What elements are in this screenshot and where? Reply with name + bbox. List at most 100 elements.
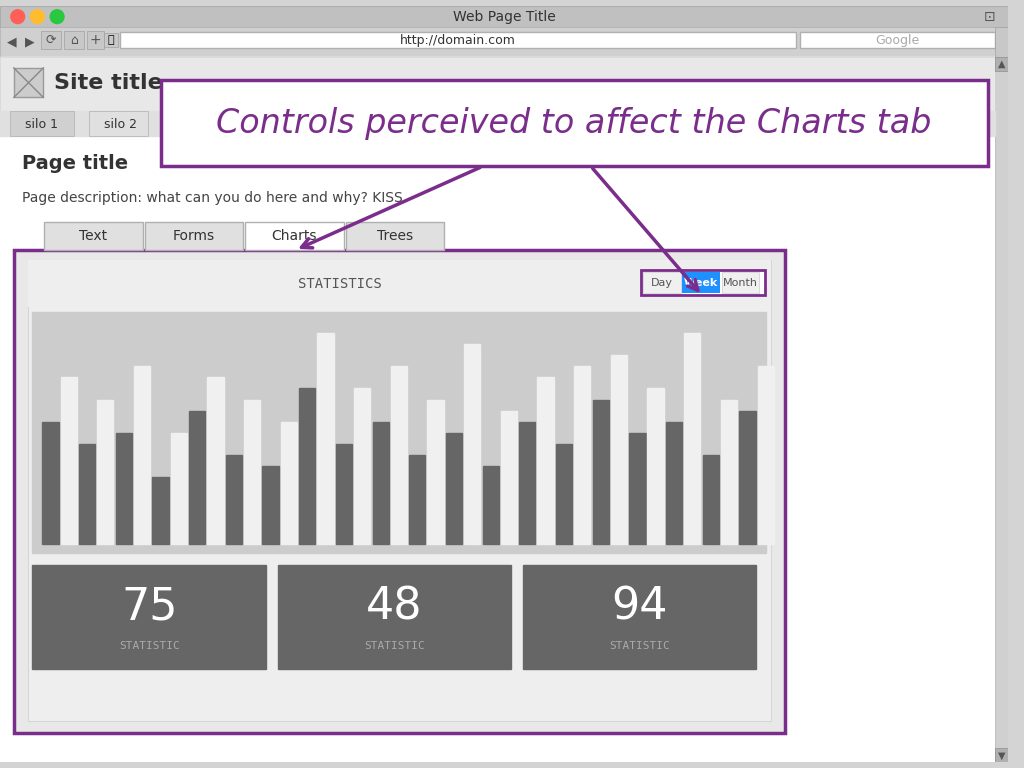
FancyBboxPatch shape (116, 432, 132, 544)
Text: STATISTIC: STATISTIC (609, 641, 670, 650)
FancyBboxPatch shape (317, 333, 334, 544)
FancyBboxPatch shape (354, 389, 371, 544)
FancyBboxPatch shape (79, 444, 95, 544)
FancyBboxPatch shape (994, 748, 1009, 762)
FancyBboxPatch shape (87, 31, 104, 49)
Text: STATISTIC: STATISTIC (365, 641, 425, 650)
FancyBboxPatch shape (144, 223, 244, 250)
FancyBboxPatch shape (482, 466, 499, 544)
FancyBboxPatch shape (153, 477, 169, 544)
Text: Text: Text (80, 230, 108, 243)
FancyBboxPatch shape (60, 377, 77, 544)
FancyBboxPatch shape (538, 377, 554, 544)
FancyBboxPatch shape (574, 366, 591, 544)
Text: +: + (90, 33, 101, 48)
FancyBboxPatch shape (721, 399, 737, 544)
FancyBboxPatch shape (89, 111, 147, 136)
FancyBboxPatch shape (373, 422, 389, 544)
FancyBboxPatch shape (647, 389, 664, 544)
FancyBboxPatch shape (556, 444, 572, 544)
FancyBboxPatch shape (630, 432, 645, 544)
FancyBboxPatch shape (134, 366, 151, 544)
FancyBboxPatch shape (593, 399, 609, 544)
FancyBboxPatch shape (501, 411, 517, 544)
FancyBboxPatch shape (0, 6, 1009, 28)
FancyBboxPatch shape (262, 466, 279, 544)
Circle shape (11, 10, 25, 24)
Text: 48: 48 (367, 585, 423, 628)
Text: Trees: Trees (377, 230, 413, 243)
FancyBboxPatch shape (28, 260, 771, 307)
FancyBboxPatch shape (161, 80, 988, 167)
FancyBboxPatch shape (410, 455, 425, 544)
Text: ⊡: ⊡ (984, 10, 995, 24)
Text: ⌂: ⌂ (70, 34, 78, 47)
FancyBboxPatch shape (800, 32, 994, 48)
FancyBboxPatch shape (299, 389, 315, 544)
Text: STATISTICS: STATISTICS (298, 276, 382, 290)
FancyBboxPatch shape (346, 223, 444, 250)
Text: Page description: what can you do here and why? KISS.: Page description: what can you do here a… (22, 191, 407, 205)
Text: Forms: Forms (173, 230, 215, 243)
FancyBboxPatch shape (245, 223, 344, 250)
FancyBboxPatch shape (278, 565, 511, 669)
FancyBboxPatch shape (41, 31, 61, 49)
FancyBboxPatch shape (994, 57, 1009, 762)
FancyBboxPatch shape (666, 422, 682, 544)
FancyBboxPatch shape (641, 270, 765, 296)
FancyBboxPatch shape (44, 223, 142, 250)
FancyBboxPatch shape (427, 399, 443, 544)
FancyBboxPatch shape (523, 565, 757, 669)
FancyBboxPatch shape (0, 111, 994, 136)
FancyBboxPatch shape (13, 250, 784, 733)
FancyBboxPatch shape (702, 455, 719, 544)
FancyBboxPatch shape (445, 432, 462, 544)
FancyBboxPatch shape (994, 57, 1009, 71)
FancyBboxPatch shape (643, 272, 681, 293)
Text: http://domain.com: http://domain.com (400, 34, 516, 47)
FancyBboxPatch shape (336, 444, 352, 544)
FancyBboxPatch shape (42, 422, 58, 544)
FancyBboxPatch shape (464, 344, 480, 544)
FancyBboxPatch shape (994, 28, 1009, 57)
FancyBboxPatch shape (739, 411, 756, 544)
FancyBboxPatch shape (33, 312, 766, 554)
Text: Google: Google (876, 34, 920, 47)
Text: ◀: ◀ (7, 36, 16, 49)
FancyBboxPatch shape (97, 399, 114, 544)
Circle shape (31, 10, 44, 24)
FancyBboxPatch shape (0, 57, 994, 111)
FancyBboxPatch shape (0, 57, 994, 762)
Text: Month: Month (723, 277, 758, 287)
FancyBboxPatch shape (120, 32, 796, 48)
FancyBboxPatch shape (391, 366, 407, 544)
FancyBboxPatch shape (65, 31, 84, 49)
FancyBboxPatch shape (281, 422, 297, 544)
FancyBboxPatch shape (684, 333, 700, 544)
FancyBboxPatch shape (610, 355, 627, 544)
Text: Week: Week (684, 277, 718, 287)
Text: Charts: Charts (271, 230, 317, 243)
Text: Controls perceived to affect the Charts tab: Controls perceived to affect the Charts … (216, 107, 932, 140)
FancyBboxPatch shape (28, 260, 771, 721)
FancyBboxPatch shape (13, 68, 43, 98)
Text: Day: Day (651, 277, 673, 287)
Text: ▲: ▲ (997, 59, 1006, 69)
FancyBboxPatch shape (171, 432, 186, 544)
FancyBboxPatch shape (682, 272, 720, 293)
FancyBboxPatch shape (104, 34, 118, 47)
FancyBboxPatch shape (758, 366, 774, 544)
Text: 94: 94 (611, 585, 668, 628)
FancyBboxPatch shape (722, 272, 759, 293)
Text: silo 1: silo 1 (25, 118, 58, 131)
FancyBboxPatch shape (244, 399, 260, 544)
Text: Page title: Page title (22, 154, 128, 173)
FancyBboxPatch shape (207, 377, 223, 544)
Text: 75: 75 (121, 585, 177, 628)
FancyBboxPatch shape (519, 422, 536, 544)
Text: Site title: Site title (54, 73, 163, 93)
Text: Web Page Title: Web Page Title (453, 10, 556, 24)
FancyBboxPatch shape (225, 455, 242, 544)
FancyBboxPatch shape (33, 565, 266, 669)
Text: 🌐: 🌐 (108, 35, 115, 45)
